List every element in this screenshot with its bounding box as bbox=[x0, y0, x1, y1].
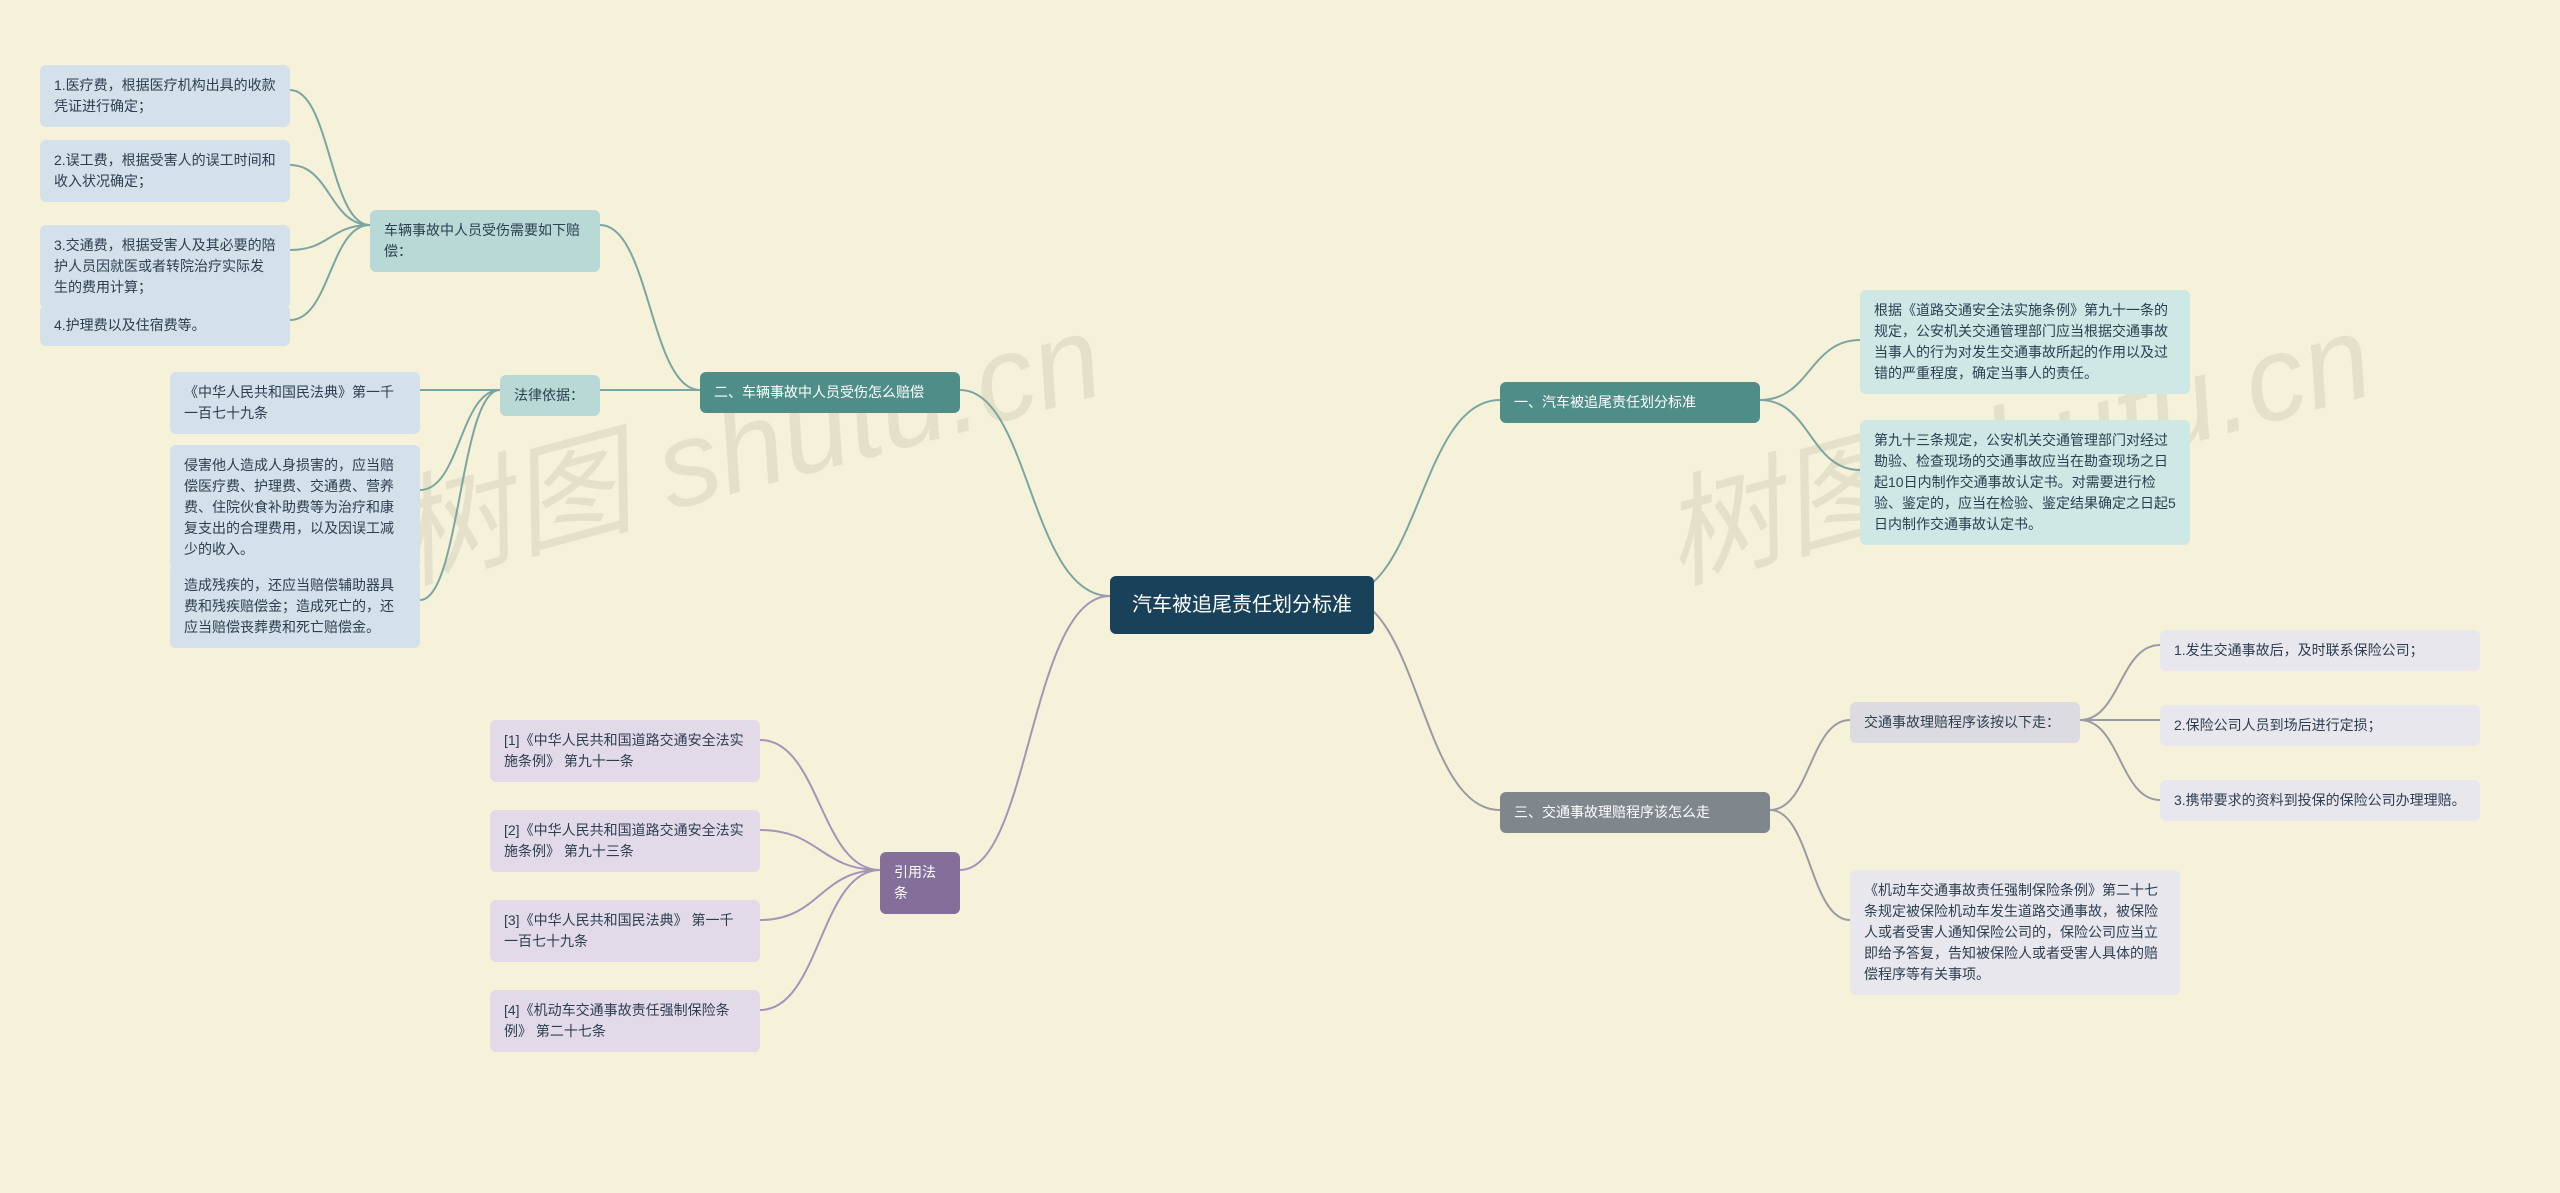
leaf-r2-0-2: 3.携带要求的资料到投保的保险公司办理理赔。 bbox=[2160, 780, 2480, 821]
leaf-r1-1: 第九十三条规定，公安机关交通管理部门对经过勘验、检查现场的交通事故应当在勘查现场… bbox=[1860, 420, 2190, 545]
leaf-r2-0-0: 1.发生交通事故后，及时联系保险公司； bbox=[2160, 630, 2480, 671]
sub-l1-0: 车辆事故中人员受伤需要如下赔偿： bbox=[370, 210, 600, 272]
branch-r2[interactable]: 三、交通事故理赔程序该怎么走 bbox=[1500, 792, 1770, 833]
branch-l1[interactable]: 二、车辆事故中人员受伤怎么赔偿 bbox=[700, 372, 960, 413]
leaf-l1-1-1: 侵害他人造成人身损害的，应当赔偿医疗费、护理费、交通费、营养费、住院伙食补助费等… bbox=[170, 445, 420, 570]
leaf-l2-0: [1]《中华人民共和国道路交通安全法实施条例》 第九十一条 bbox=[490, 720, 760, 782]
leaf-l2-1: [2]《中华人民共和国道路交通安全法实施条例》 第九十三条 bbox=[490, 810, 760, 872]
leaf-l2-3: [4]《机动车交通事故责任强制保险条例》 第二十七条 bbox=[490, 990, 760, 1052]
watermark-1: 树图 shutu.cn bbox=[370, 259, 1117, 615]
branch-r1[interactable]: 一、汽车被追尾责任划分标准 bbox=[1500, 382, 1760, 423]
branch-l2[interactable]: 引用法条 bbox=[880, 852, 960, 914]
leaf-l2-2: [3]《中华人民共和国民法典》 第一千一百七十九条 bbox=[490, 900, 760, 962]
sub-l1-1: 法律依据： bbox=[500, 375, 600, 416]
leaf-l1-0-3: 4.护理费以及住宿费等。 bbox=[40, 305, 290, 346]
leaf-l1-0-0: 1.医疗费，根据医疗机构出具的收款凭证进行确定； bbox=[40, 65, 290, 127]
sub-r2-0: 交通事故理赔程序该按以下走： bbox=[1850, 702, 2080, 743]
leaf-r2-0-1: 2.保险公司人员到场后进行定损； bbox=[2160, 705, 2480, 746]
leaf-l1-0-2: 3.交通费，根据受害人及其必要的陪护人员因就医或者转院治疗实际发生的费用计算； bbox=[40, 225, 290, 308]
leaf-l1-1-0: 《中华人民共和国民法典》第一千一百七十九条 bbox=[170, 372, 420, 434]
leaf-r1-0: 根据《道路交通安全法实施条例》第九十一条的规定，公安机关交通管理部门应当根据交通… bbox=[1860, 290, 2190, 394]
root-node[interactable]: 汽车被追尾责任划分标准 bbox=[1110, 576, 1374, 634]
leaf-r2-1: 《机动车交通事故责任强制保险条例》第二十七条规定被保险机动车发生道路交通事故，被… bbox=[1850, 870, 2180, 995]
leaf-l1-1-2: 造成残疾的，还应当赔偿辅助器具费和残疾赔偿金；造成死亡的，还应当赔偿丧葬费和死亡… bbox=[170, 565, 420, 648]
leaf-l1-0-1: 2.误工费，根据受害人的误工时间和收入状况确定； bbox=[40, 140, 290, 202]
